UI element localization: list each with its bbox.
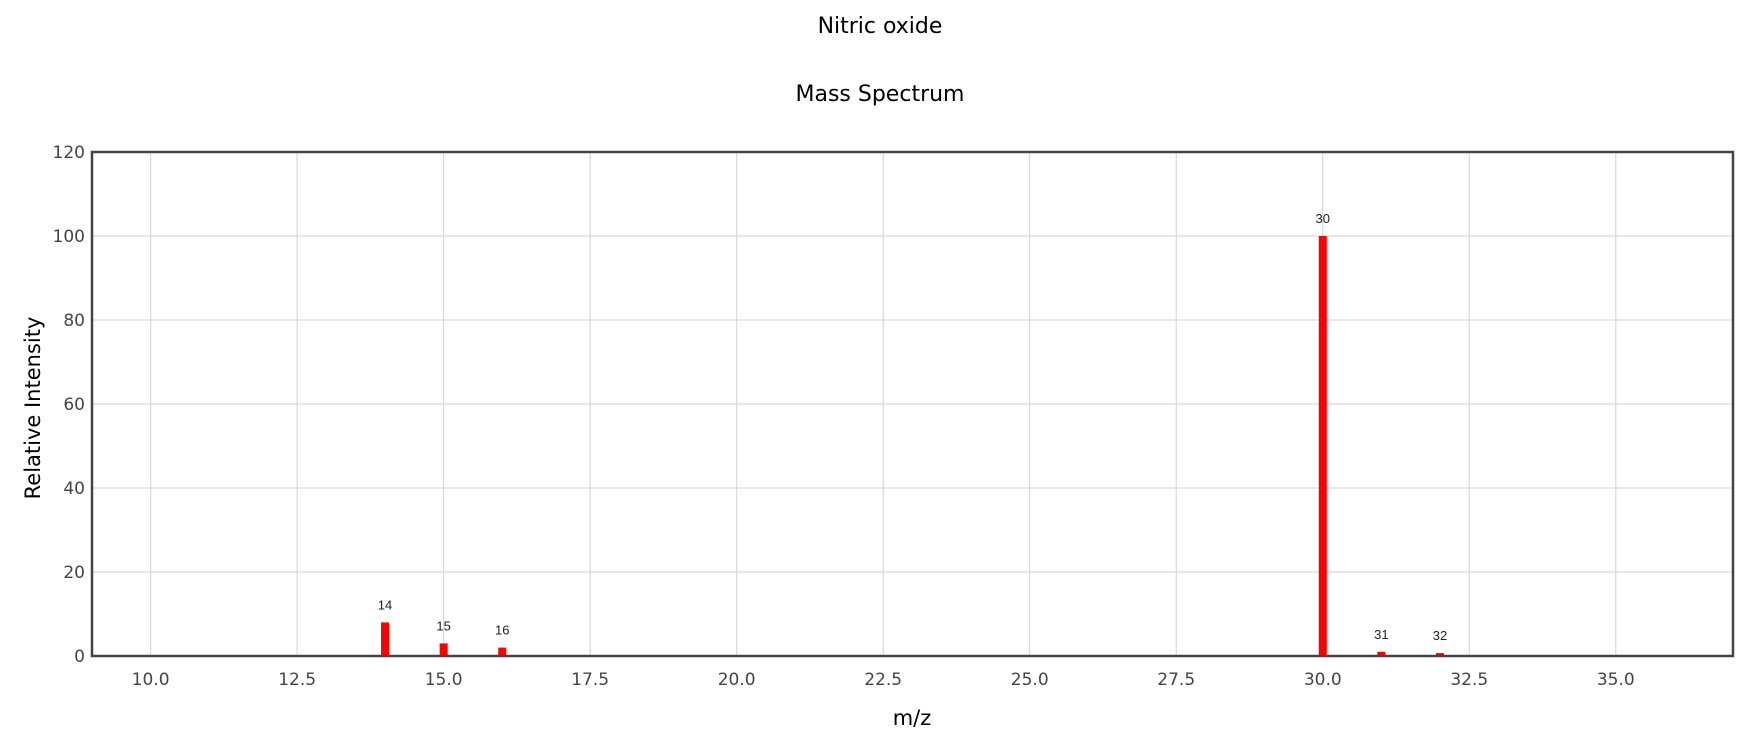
peak-label: 14 — [378, 597, 392, 612]
spectrum-bar — [1377, 651, 1386, 656]
spectrum-bars — [381, 236, 1444, 656]
peak-labels: 14 15 16 30 31 32 — [378, 211, 1447, 643]
chart-subtitle: Mass Spectrum — [796, 82, 965, 107]
y-tick-label: 100 — [53, 227, 85, 247]
x-tick-label: 30.0 — [1304, 670, 1342, 690]
x-tick-label: 35.0 — [1597, 670, 1635, 690]
grid-lines — [92, 151, 1733, 657]
chart-title: Nitric oxide — [818, 14, 943, 39]
x-tick-label: 17.5 — [571, 670, 609, 690]
y-tick-label: 60 — [63, 395, 85, 415]
peak-label: 16 — [495, 623, 509, 638]
peak-label: 15 — [436, 618, 450, 633]
x-tick-label: 12.5 — [278, 670, 316, 690]
spectrum-bar — [439, 643, 448, 656]
spectrum-bar — [1318, 236, 1327, 656]
spectrum-bar — [381, 622, 390, 656]
y-tick-label: 120 — [53, 143, 85, 163]
x-axis-label: m/z — [893, 706, 932, 730]
peak-label: 31 — [1374, 627, 1388, 642]
x-tick-label: 22.5 — [864, 670, 902, 690]
x-tick-label: 20.0 — [718, 670, 756, 690]
x-tick-label: 15.0 — [425, 670, 463, 690]
y-axis-ticks: 0 20 40 60 80 100 120 — [53, 143, 85, 667]
y-tick-label: 40 — [63, 479, 85, 499]
y-tick-label: 80 — [63, 311, 85, 331]
x-tick-label: 25.0 — [1011, 670, 1049, 690]
y-tick-label: 0 — [74, 647, 85, 667]
x-tick-label: 27.5 — [1157, 670, 1195, 690]
spectrum-bar — [498, 647, 507, 656]
y-axis-label: Relative Intensity — [21, 317, 45, 500]
x-tick-label: 10.0 — [132, 670, 170, 690]
peak-label: 32 — [1433, 628, 1447, 643]
x-axis-ticks: 10.0 12.5 15.0 17.5 20.0 22.5 25.0 27.5 30.0 32.5… — [132, 670, 1635, 690]
x-tick-label: 32.5 — [1450, 670, 1488, 690]
y-tick-label: 20 — [63, 563, 85, 583]
peak-label: 30 — [1316, 211, 1330, 226]
spectrum-bar — [1435, 653, 1444, 656]
plot-frame — [90, 150, 1735, 658]
